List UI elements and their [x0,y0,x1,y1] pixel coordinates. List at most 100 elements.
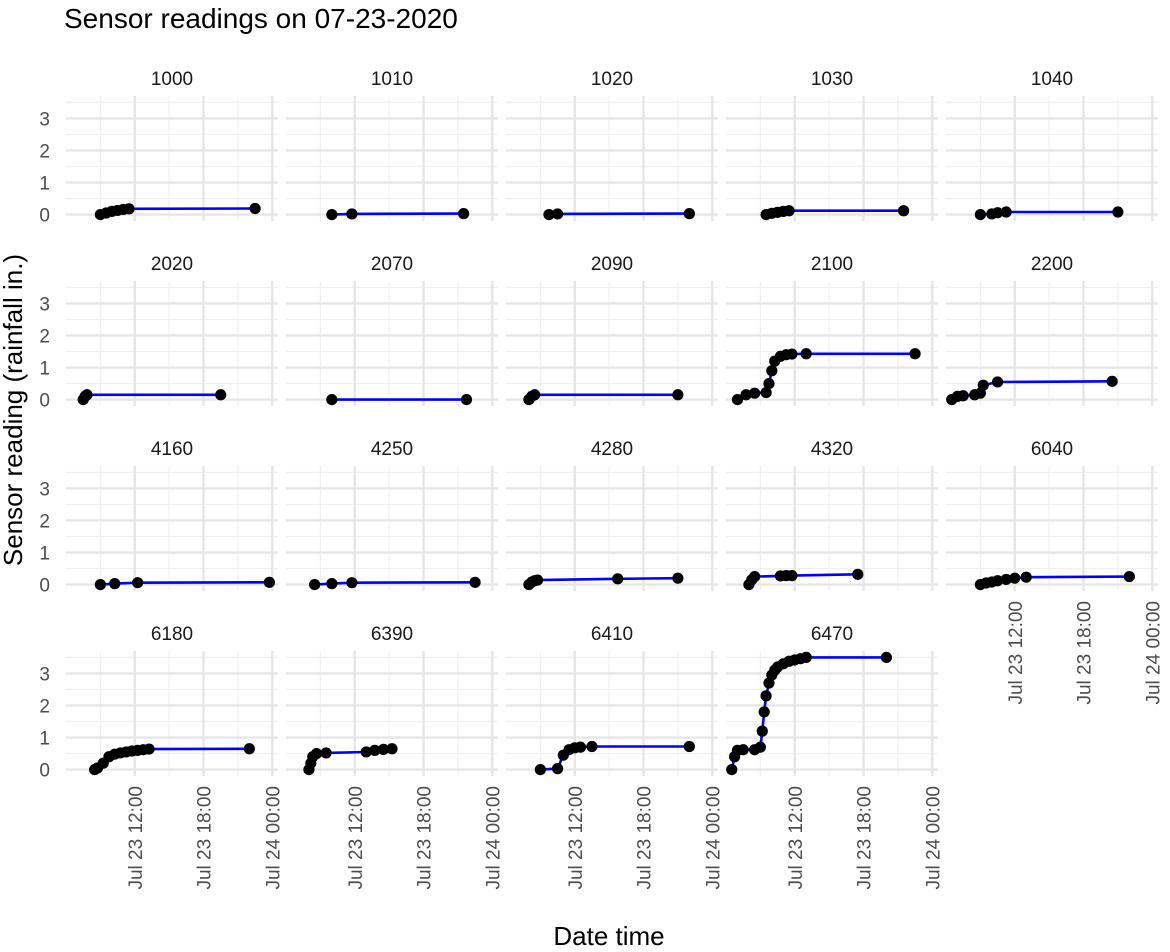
facet-label: 1000 [151,69,193,90]
y-axis-title: Sensor reading (rainfall in.) [0,254,28,566]
minor-grid [726,651,938,776]
facet-panel-1000: 1000 0 1 2 3 [39,69,278,227]
major-grid [506,281,718,406]
data-point [586,740,598,753]
major-grid [726,466,938,591]
facet-panel-1020: 1020 [506,69,718,221]
data-point [760,386,772,399]
facet-label: 4250 [371,439,413,460]
y-tick-label: 2 [39,141,50,162]
data-point [672,572,684,584]
data-point [898,205,910,217]
data-point [731,393,744,406]
y-tick-label: 0 [39,576,50,597]
data-point [109,578,121,590]
data-point [880,651,893,664]
data-point [800,348,812,360]
data-point [737,744,749,756]
facet-label: 6470 [811,624,853,645]
major-grid [286,651,498,776]
data-point [320,747,332,759]
facet-panel-2200: 2200 [946,254,1158,406]
x-tick-label: Jul 23 12:00 [126,786,147,890]
data-point [551,208,564,220]
data-point [1000,206,1012,218]
data-point [1123,570,1135,583]
x-tick-label: Jul 23 18:00 [415,786,436,890]
data-point [143,743,155,755]
data-point [758,706,770,718]
data-point [957,390,969,402]
data-point [574,741,587,753]
y-tick-label: 2 [39,326,50,347]
x-tick-label: Jul 24 00:00 [483,786,504,890]
y-tick-label: 3 [39,294,50,315]
data-point [243,743,255,755]
facet-panel-2070: 2070 [286,254,498,406]
minor-grid [66,96,278,221]
data-point [977,379,989,391]
data-point [783,205,795,217]
facet-panel-4250: 4250 [286,439,498,591]
minor-grid [286,466,498,591]
data-point [386,743,398,755]
data-point [377,743,390,755]
y-tick-label: 1 [39,174,50,195]
y-tick-label: 2 [39,696,50,717]
facet-panel-4280: 4280 [506,439,718,591]
major-grid [506,466,718,591]
facet-panel-1040: 1040 [946,69,1158,221]
series-line [100,581,270,586]
facet-label: 4280 [591,439,633,460]
data-point [1009,572,1021,584]
facet-panel-6040: 6040 Jul 23 12:00 Jul 23 18:00 Jul 24 00:00 [946,439,1164,705]
data-point [534,763,546,776]
facet-panel-4160: 4160 0 1 2 3 [39,439,278,597]
facet-panel-1030: 1030 [726,69,938,221]
y-tick-label: 1 [39,729,50,750]
major-grid [946,281,1158,406]
data-point [800,651,812,664]
data-point [81,389,93,401]
data-point [786,570,798,582]
x-tick-label: Jul 23 12:00 [786,786,807,890]
data-point [766,365,778,377]
y-tick-label: 0 [39,206,50,227]
facet-label: 2020 [151,254,193,275]
data-point [529,389,541,401]
series-line [548,212,690,216]
data-point [756,725,768,737]
y-tick-label: 2 [39,511,50,532]
minor-grid [506,281,718,406]
major-grid [66,466,278,591]
facet-label: 4160 [151,439,193,460]
major-grid [66,281,278,406]
data-point [310,747,323,760]
x-tick-label: Jul 23 12:00 [346,786,367,890]
major-grid [726,651,938,776]
x-tick-label: Jul 23 18:00 [1075,601,1096,705]
facet-label: 6180 [151,624,193,645]
major-grid [66,651,278,776]
minor-grid [506,96,718,221]
data-point [1000,573,1012,586]
major-grid [286,466,498,591]
facet-label: 2100 [811,254,853,275]
data-point [543,208,555,221]
facet-label: 2070 [371,254,413,275]
facet-panel-6180: 6180 0 1 2 3 Jul 23 12:00 Jul 23 18:00 Jul 24 0… [39,624,284,890]
series-line [747,573,858,586]
x-tick-label: Jul 23 18:00 [635,786,656,890]
data-point [309,578,321,591]
facet-label: 2200 [1031,254,1073,275]
y-tick-label: 3 [39,664,50,685]
x-tick-label: Jul 23 18:00 [195,786,216,890]
y-tick-label: 3 [39,479,50,500]
data-point [1106,375,1118,387]
x-tick-label: Jul 24 00:00 [703,786,724,890]
y-tick-label: 3 [39,109,50,130]
minor-grid [286,281,498,406]
facet-label: 6040 [1031,439,1073,460]
data-point [749,570,761,583]
